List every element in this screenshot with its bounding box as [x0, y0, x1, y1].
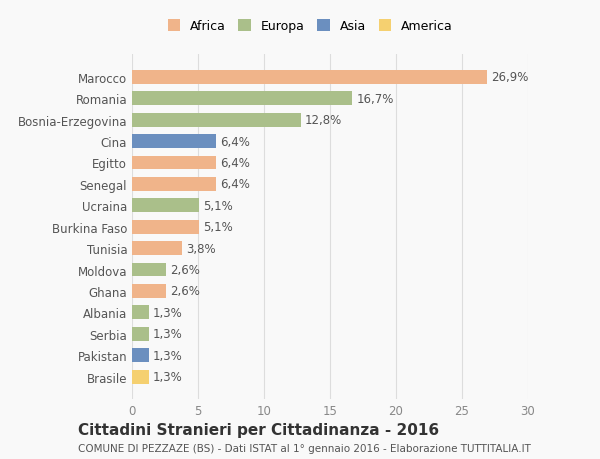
Text: 2,6%: 2,6%: [170, 263, 200, 276]
Bar: [132, 71, 487, 84]
Bar: [132, 241, 182, 256]
Legend: Africa, Europa, Asia, America: Africa, Europa, Asia, America: [164, 17, 457, 37]
Bar: [132, 92, 352, 106]
Text: 26,9%: 26,9%: [491, 71, 529, 84]
Text: COMUNE DI PEZZAZE (BS) - Dati ISTAT al 1° gennaio 2016 - Elaborazione TUTTITALIA: COMUNE DI PEZZAZE (BS) - Dati ISTAT al 1…: [78, 443, 531, 453]
Bar: [132, 199, 199, 213]
Text: 2,6%: 2,6%: [170, 285, 200, 298]
Text: 3,8%: 3,8%: [186, 242, 216, 255]
Text: 6,4%: 6,4%: [220, 178, 250, 191]
Bar: [132, 220, 199, 234]
Bar: [132, 348, 149, 362]
Text: 5,1%: 5,1%: [203, 221, 233, 234]
Text: 12,8%: 12,8%: [305, 114, 342, 127]
Bar: [132, 178, 217, 191]
Text: 6,4%: 6,4%: [220, 157, 250, 170]
Text: 1,3%: 1,3%: [153, 328, 183, 341]
Text: 5,1%: 5,1%: [203, 199, 233, 213]
Bar: [132, 370, 149, 384]
Text: 1,3%: 1,3%: [153, 349, 183, 362]
Text: Cittadini Stranieri per Cittadinanza - 2016: Cittadini Stranieri per Cittadinanza - 2…: [78, 422, 439, 437]
Text: 1,3%: 1,3%: [153, 370, 183, 383]
Bar: [132, 306, 149, 319]
Bar: [132, 327, 149, 341]
Text: 6,4%: 6,4%: [220, 135, 250, 148]
Bar: [132, 156, 217, 170]
Bar: [132, 135, 217, 149]
Bar: [132, 284, 166, 298]
Text: 1,3%: 1,3%: [153, 306, 183, 319]
Bar: [132, 113, 301, 127]
Text: 16,7%: 16,7%: [356, 93, 394, 106]
Bar: [132, 263, 166, 277]
